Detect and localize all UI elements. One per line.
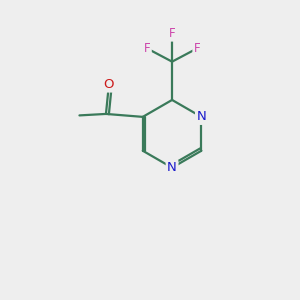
- Text: F: F: [194, 42, 200, 55]
- Text: O: O: [103, 78, 114, 91]
- Text: N: N: [167, 161, 177, 174]
- Text: N: N: [196, 110, 206, 123]
- Text: F: F: [169, 27, 175, 40]
- Text: F: F: [144, 42, 150, 55]
